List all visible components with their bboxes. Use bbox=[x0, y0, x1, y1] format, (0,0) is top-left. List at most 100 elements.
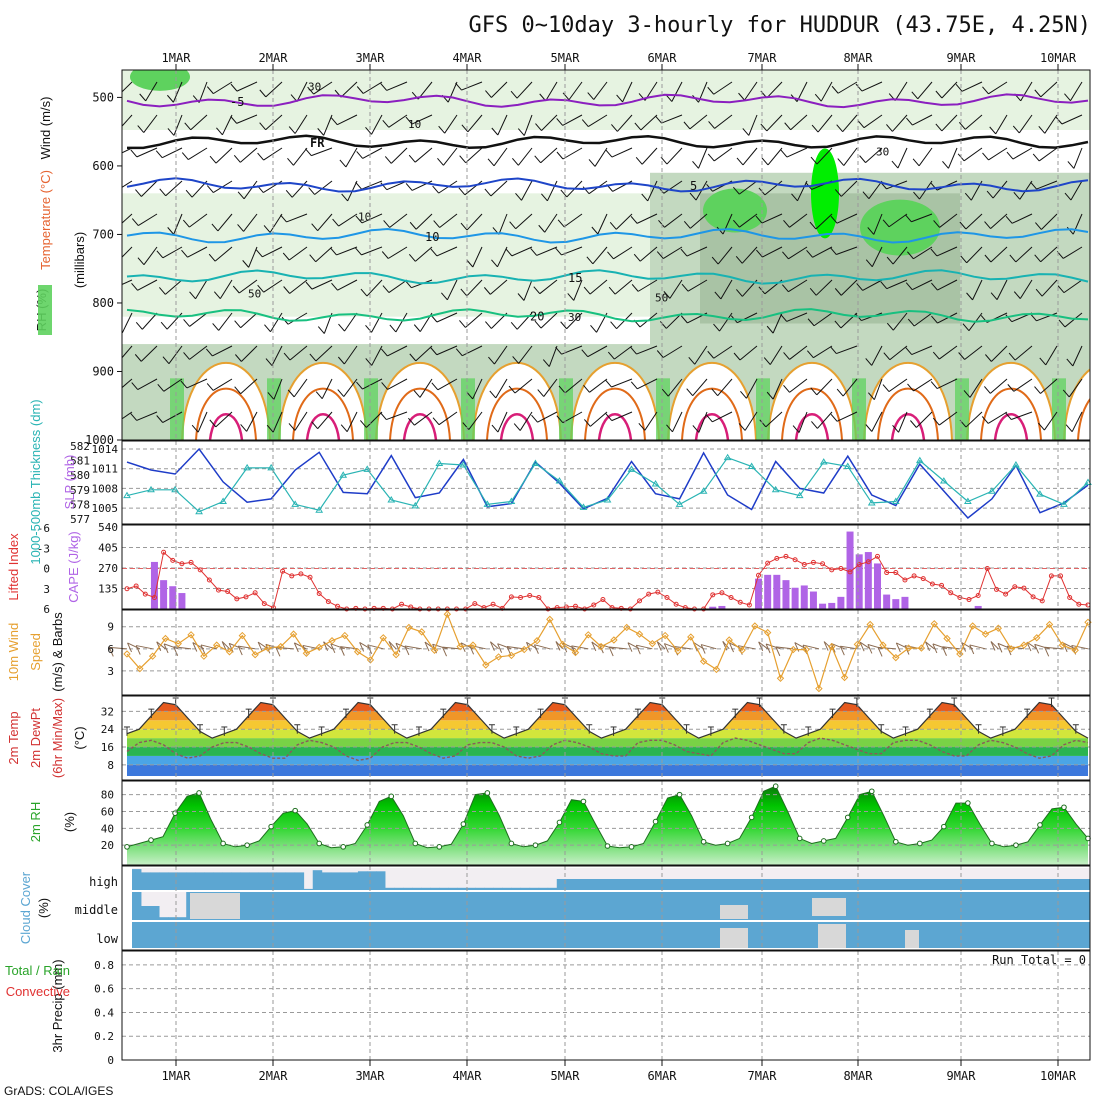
cloud-bar-high bbox=[574, 879, 585, 890]
wind-barb bbox=[863, 114, 883, 129]
wind10m-barb bbox=[490, 641, 499, 650]
wind-barb bbox=[271, 345, 283, 366]
cape-tick-label: 270 bbox=[98, 562, 118, 575]
wind-barb-flag bbox=[806, 350, 814, 359]
cloud-bar-low bbox=[746, 922, 757, 948]
wind-barb-flag bbox=[705, 414, 713, 423]
wind-barb bbox=[744, 81, 758, 101]
wind-barb-flag bbox=[630, 381, 638, 390]
wind-barb bbox=[386, 411, 408, 421]
wind-barb-flag bbox=[658, 219, 665, 228]
wind-barb-flag bbox=[107, 186, 113, 193]
cloud-bar-low bbox=[285, 922, 296, 948]
cloud-bar-middle bbox=[132, 892, 142, 920]
cloud-bar-middle bbox=[592, 892, 603, 920]
wind10m-barb bbox=[228, 642, 243, 650]
wind-barb-flag bbox=[340, 424, 348, 433]
wind-barb bbox=[713, 345, 733, 359]
wind-barb-flag bbox=[1004, 412, 1012, 420]
temp-fill bbox=[127, 702, 1088, 776]
lifted-index-marker bbox=[179, 561, 185, 567]
wind10m-barb bbox=[693, 641, 704, 650]
wind-barb bbox=[137, 279, 158, 291]
cloud-bar-middle bbox=[791, 892, 802, 920]
wind-barb-flag bbox=[964, 192, 972, 201]
cloud-bar-high bbox=[674, 879, 684, 890]
wind-barb-flag bbox=[356, 151, 364, 159]
wind-barb bbox=[892, 312, 908, 331]
isotherm-30 bbox=[584, 387, 646, 440]
isotherm-35 bbox=[402, 413, 438, 440]
wind-barb bbox=[836, 411, 858, 422]
thickness-marker bbox=[699, 487, 708, 494]
wind10m-marker bbox=[1058, 641, 1067, 649]
cloud-bar-high bbox=[502, 887, 512, 890]
wind-barb-flag bbox=[583, 419, 591, 427]
rh2m-marker bbox=[556, 819, 563, 826]
wind-barb bbox=[269, 213, 283, 233]
wind-barb-flag bbox=[810, 387, 818, 396]
wind10m-marker bbox=[635, 630, 644, 638]
wind-barb-flag bbox=[137, 257, 145, 266]
isotherm-35 bbox=[305, 413, 341, 440]
wind-barb-flag bbox=[483, 287, 491, 295]
wind-barb-flag bbox=[112, 356, 118, 363]
wind-barb-flag bbox=[857, 120, 865, 129]
wind-barb-flag bbox=[591, 226, 599, 235]
cloud-bar-low bbox=[357, 922, 368, 948]
wind-barb bbox=[939, 345, 958, 360]
rh2m-marker bbox=[989, 840, 995, 847]
wind-barb-flag bbox=[982, 152, 989, 161]
date-label-top: 6MAR bbox=[648, 51, 678, 65]
cloud-bar-low bbox=[845, 922, 856, 948]
precip-tick-label: 0 bbox=[107, 1054, 114, 1067]
wind-barb bbox=[1070, 180, 1083, 201]
cloud-bar-middle bbox=[999, 892, 1010, 920]
wind10m-marker bbox=[930, 620, 938, 628]
rh-shade-green bbox=[1052, 378, 1066, 440]
cloud-bar-low bbox=[999, 922, 1010, 948]
boundary-layer-column bbox=[571, 362, 659, 440]
cloud-bar-low bbox=[927, 922, 937, 948]
wind-barb-flag bbox=[315, 391, 323, 400]
thickness-marker bbox=[387, 496, 396, 503]
wind10m-barb bbox=[925, 641, 935, 650]
cloud-bar-middle bbox=[357, 892, 368, 920]
wind10m-barb-flag bbox=[221, 641, 227, 651]
wind-barb bbox=[714, 114, 733, 129]
wind10m-barb bbox=[840, 645, 858, 650]
lifted-index-marker bbox=[508, 594, 514, 600]
temp-band bbox=[127, 720, 1088, 730]
wind-barb-flag bbox=[405, 116, 413, 125]
cloud-bar-high bbox=[249, 872, 259, 890]
wind10m-barb-flag bbox=[729, 642, 734, 653]
wind-barb-flag bbox=[905, 347, 913, 355]
cloud-bar-high bbox=[168, 872, 178, 890]
wind-barb bbox=[886, 279, 908, 290]
wind-barb-flag bbox=[742, 128, 750, 136]
wind-barb bbox=[840, 279, 858, 296]
lifted-index-marker bbox=[792, 557, 798, 563]
cloud-bar-middle bbox=[1044, 892, 1055, 920]
wind-barb-flag bbox=[1030, 313, 1037, 322]
wind10m-marker bbox=[148, 652, 157, 660]
wind-barb-flag bbox=[630, 346, 637, 355]
rh2m-marker bbox=[1061, 804, 1067, 811]
cloud-bar-low bbox=[882, 922, 892, 948]
wind10m-tick-label: 6 bbox=[107, 643, 114, 656]
wind-barb bbox=[212, 345, 233, 357]
rh2m-tick-label: 40 bbox=[101, 822, 114, 835]
wind10m-marker bbox=[904, 644, 913, 652]
cloud-bar-middle bbox=[909, 892, 919, 920]
wind10m-marker bbox=[981, 630, 990, 638]
cloud-bar-high bbox=[448, 887, 458, 890]
wind-barb bbox=[662, 345, 683, 358]
precip-tick-label: 0.8 bbox=[94, 959, 114, 972]
thickness-tick-label: 582 bbox=[70, 440, 90, 453]
wind10m-barb-flag bbox=[635, 644, 641, 655]
wind-barb bbox=[497, 246, 508, 268]
wind10m-barb bbox=[830, 643, 845, 650]
wind-barb bbox=[294, 411, 308, 431]
wind-barb bbox=[888, 378, 908, 393]
